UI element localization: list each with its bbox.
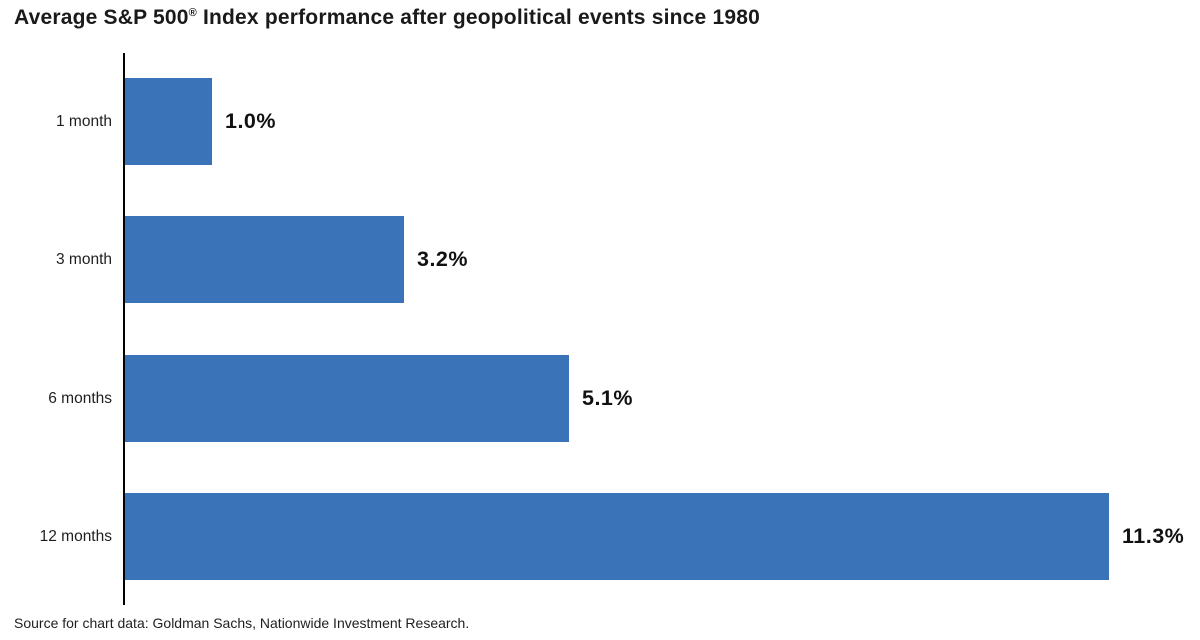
category-label: 6 months [48,389,112,407]
chart-title: Average S&P 500® Index performance after… [14,6,760,29]
value-label: 11.3% [1122,524,1185,548]
bar-row: 12 months 11.3% [0,493,1200,580]
source-note: Source for chart data: Goldman Sachs, Na… [14,615,470,631]
bar-row: 3 month 3.2% [0,216,1200,303]
bar [125,216,404,303]
category-label: 12 months [39,527,112,545]
value-label: 1.0% [225,109,277,133]
y-axis-line [123,53,125,605]
value-label: 3.2% [417,247,469,271]
bar [125,78,212,165]
value-label: 5.1% [582,386,634,410]
bar-row: 6 months 5.1% [0,355,1200,442]
bar [125,355,569,442]
category-label: 1 month [55,112,112,130]
bar [125,493,1109,580]
bar-row: 1 month 1.0% [0,78,1200,165]
category-label: 3 month [55,250,112,268]
